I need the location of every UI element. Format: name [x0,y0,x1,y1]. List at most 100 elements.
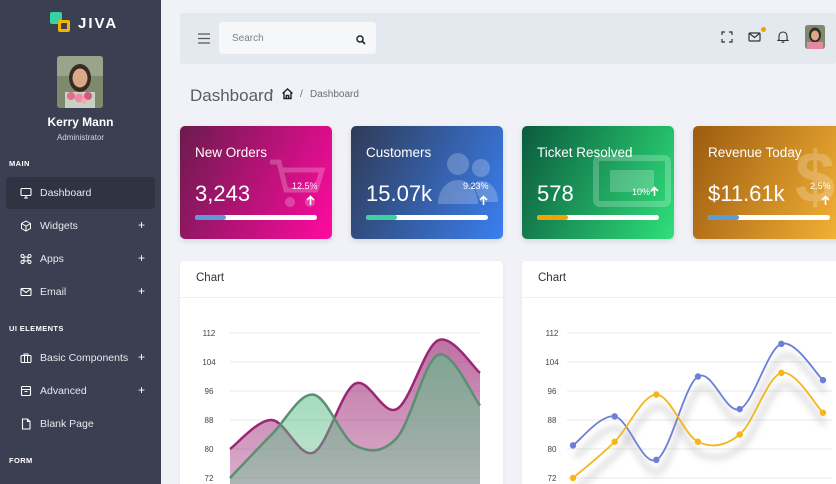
card-value: 15.07k [366,181,433,206]
y-tick-label: 80 [548,445,557,454]
sidebar-item-email[interactable]: Email + [6,276,155,308]
data-point [819,409,827,416]
y-tick-label: 80 [205,445,214,454]
profile-name: Kerry Mann [47,115,114,129]
divider [180,297,503,298]
series-line [229,353,482,479]
section-title-form: FORM [9,456,33,465]
data-point [736,431,743,438]
y-tick-label: 104 [202,358,216,367]
divider [522,297,836,298]
sidebar-item-label: Advanced [40,385,87,397]
sidebar-item-apps[interactable]: Apps + [6,243,155,275]
mail-icon [19,286,32,299]
ticket-icon [593,155,671,207]
line-chart[interactable]: 112 104 96 88 80 72 [522,261,836,484]
card-title: Customers [366,145,432,160]
data-point [694,438,702,445]
sidebar-item-label: Basic Components [40,352,129,364]
menu-icon[interactable] [198,31,210,49]
monitor-icon [19,187,32,200]
data-point [778,369,785,377]
expand-icon[interactable]: + [137,284,145,298]
sidebar-item-label: Blank Page [40,418,94,430]
home-icon[interactable] [281,87,294,105]
cube-icon [19,220,32,233]
topbar [180,13,836,64]
card-title: Revenue Today [708,145,802,160]
brand[interactable]: JIVA [50,12,118,34]
stat-card-new-orders[interactable]: New Orders 3,243 12.5% [180,126,332,239]
sidebar-item-label: Widgets [40,220,78,232]
sidebar-item-widgets[interactable]: Widgets + [6,210,155,242]
stat-card-customers[interactable]: Customers 15.07k 9.23% [351,126,503,239]
expand-icon[interactable]: + [137,350,145,364]
card-change: 12.5% [292,181,318,191]
stat-card-revenue-today[interactable]: $ Revenue Today $11.61k 2.5% [693,126,836,239]
y-tick-label: 96 [548,387,557,396]
page-title: Dashboard [190,86,274,105]
card-progress-fill [537,215,568,220]
y-tick-label: 72 [548,474,557,483]
data-point [569,442,577,449]
briefcase-icon [19,352,32,365]
arrow-up-icon [821,195,830,205]
card-progress-fill [195,215,226,220]
search-input[interactable] [219,22,349,54]
sidebar-item-label: Email [40,286,67,298]
expand-icon[interactable]: + [137,251,145,265]
fullscreen-icon[interactable] [721,30,733,48]
profile-role: Administrator [56,133,105,142]
y-tick-label: 72 [205,474,214,483]
card-value: $11.61k [708,181,785,206]
dollar-icon: $ [795,138,835,216]
mail-icon[interactable] [748,30,761,48]
data-point [736,405,743,413]
data-point [653,456,660,464]
sidebar-item-blank-page[interactable]: Blank Page [6,408,155,440]
user-avatar[interactable] [805,25,825,49]
sidebar-item-dashboard[interactable]: Dashboard [6,177,155,209]
chart-card-area: Chart 112 104 96 88 80 72 [180,261,503,484]
card-value: 578 [537,181,574,206]
card-progress-fill [366,215,397,220]
card-title: Ticket Resolved [537,145,633,160]
y-tick-label: 88 [205,416,214,425]
command-icon [19,253,32,266]
breadcrumb-current[interactable]: Dashboard [310,89,359,100]
chart-card-line: Chart 112 104 96 88 80 72 [522,261,836,484]
data-point [819,376,827,384]
data-point [778,340,785,348]
y-tick-label: 112 [203,329,216,338]
card-progress [537,215,659,220]
svg-text:$: $ [795,138,835,216]
series-area [230,354,480,484]
breadcrumb-separator: / [270,89,274,101]
card-change: 2.5% [810,181,831,191]
arrow-up-icon [306,195,315,205]
expand-icon[interactable]: + [137,218,145,232]
profile-photo[interactable] [57,56,103,108]
series-line [229,338,481,455]
card-progress [708,215,830,220]
y-tick-label: 112 [546,329,559,338]
section-title-ui-elements: UI ELEMENTS [9,324,64,333]
sidebar-item-advanced[interactable]: Advanced + [6,375,155,407]
expand-icon[interactable]: + [137,383,145,397]
chart-title: Chart [538,272,567,284]
sidebar-item-basic-components[interactable]: Basic Components + [6,342,155,374]
data-point [611,438,618,445]
bell-icon[interactable] [776,30,790,48]
card-title: New Orders [195,145,268,160]
y-tick-label: 88 [548,416,557,425]
data-point [611,413,618,420]
file-icon [19,418,32,431]
search-icon[interactable] [356,32,366,50]
stat-card-ticket-resolved[interactable]: Ticket Resolved 578 10% [522,126,674,239]
card-change: 10% [632,187,651,197]
area-chart[interactable]: 112 104 96 88 80 72 [180,261,503,484]
sidebar-item-label: Dashboard [40,187,92,199]
data-point [653,391,660,398]
users-icon [438,153,498,204]
data-point [694,373,702,380]
